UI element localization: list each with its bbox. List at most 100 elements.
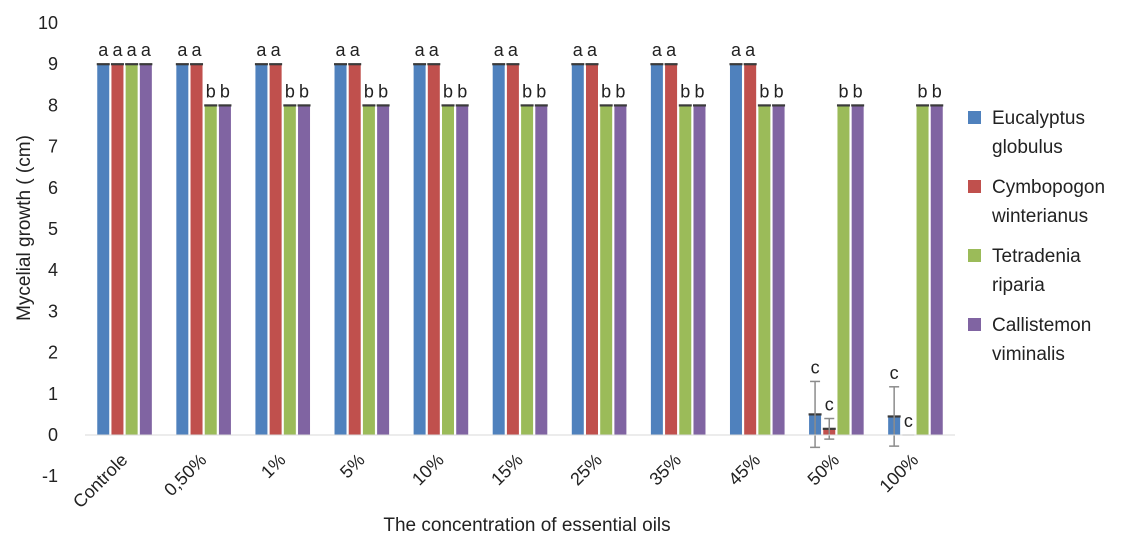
bar [837, 105, 850, 436]
bar [729, 64, 742, 435]
y-tick-label: 10 [38, 13, 58, 33]
significance-label: c [890, 363, 899, 383]
bar [492, 64, 505, 435]
significance-label: c [825, 395, 834, 415]
bar [427, 64, 440, 435]
bar [283, 105, 296, 436]
legend-label: riparia [992, 275, 1045, 296]
x-tick-label: Controle [69, 450, 131, 512]
bar [269, 64, 282, 435]
legend-label: Eucalyptus [992, 108, 1085, 129]
legend-label: globulus [992, 137, 1063, 158]
significance-label: b [536, 81, 546, 101]
y-tick-label: 1 [48, 384, 58, 404]
significance-label: a [494, 40, 505, 60]
y-tick-label: 0 [48, 425, 58, 445]
significance-label: b [918, 81, 928, 101]
bar [348, 64, 361, 435]
bar [334, 64, 347, 435]
bar [614, 105, 627, 436]
bar [585, 64, 598, 435]
bar [851, 105, 864, 436]
bars [96, 63, 944, 436]
bar [600, 105, 613, 436]
significance-label: b [680, 81, 690, 101]
significance-label: b [932, 81, 942, 101]
x-tick-label: 15% [487, 450, 527, 490]
bar [190, 64, 203, 435]
significance-label: b [285, 81, 295, 101]
bar [218, 105, 231, 436]
bar [571, 64, 584, 435]
bar [650, 64, 663, 435]
y-tick-label: -1 [42, 466, 58, 486]
legend-label: winterianus [991, 206, 1088, 227]
error-bars [810, 380, 900, 449]
significance-label: b [694, 81, 704, 101]
significance-label: a [350, 40, 361, 60]
y-tick-label: 9 [48, 54, 58, 74]
significance-label: b [601, 81, 611, 101]
legend-label: viminalis [992, 344, 1065, 365]
bar [535, 105, 548, 436]
significance-label: b [774, 81, 784, 101]
bar [176, 64, 189, 435]
legend-swatch [968, 111, 981, 124]
bar [139, 64, 152, 435]
bar [679, 105, 692, 436]
significance-label: c [904, 411, 913, 431]
significance-label: b [522, 81, 532, 101]
significance-label: b [853, 81, 863, 101]
y-tick-label: 2 [48, 343, 58, 363]
significance-label: a [573, 40, 584, 60]
bar [665, 64, 678, 435]
legend-swatch [968, 180, 981, 193]
y-tick-label: 7 [48, 137, 58, 157]
bar [506, 64, 519, 435]
significance-label: a [256, 40, 267, 60]
significance-label: b [443, 81, 453, 101]
y-tick-label: 4 [48, 260, 58, 280]
bar [758, 105, 771, 436]
significance-label: a [177, 40, 188, 60]
significance-label: b [615, 81, 625, 101]
bar [97, 64, 110, 435]
legend-label: Tetradenia [992, 246, 1081, 267]
bar [916, 105, 929, 436]
bar [204, 105, 217, 436]
significance-label: a [271, 40, 282, 60]
significance-label: a [731, 40, 742, 60]
legend-label: Callistemon [992, 315, 1091, 336]
y-axis-title: Mycelial growth ( (cm) [14, 135, 35, 321]
significance-label: a [336, 40, 347, 60]
significance-label: a [429, 40, 440, 60]
significance-label: a [127, 40, 138, 60]
significance-label: a [666, 40, 677, 60]
significance-label: b [206, 81, 216, 101]
x-axis-title: The concentration of essential oils [383, 515, 670, 535]
significance-label: a [745, 40, 756, 60]
significance-label: a [415, 40, 426, 60]
significance-label: b [457, 81, 467, 101]
y-tick-label: 8 [48, 95, 58, 115]
bar [693, 105, 706, 436]
y-tick-label: 6 [48, 178, 58, 198]
bar [111, 64, 124, 435]
bar [456, 105, 469, 436]
significance-label: b [838, 81, 848, 101]
significance-label: a [192, 40, 203, 60]
significance-label: a [112, 40, 123, 60]
bar [362, 105, 375, 436]
significance-label: a [508, 40, 519, 60]
significance-label: b [759, 81, 769, 101]
bar [930, 105, 943, 436]
x-tick-label: 50% [804, 450, 844, 490]
significance-label: a [587, 40, 598, 60]
x-tick-label: 10% [408, 450, 448, 490]
y-tick-label: 5 [48, 219, 58, 239]
x-tick-label: 25% [566, 450, 606, 490]
significance-label: a [652, 40, 663, 60]
legend-label: Cymbopogon [992, 177, 1105, 198]
